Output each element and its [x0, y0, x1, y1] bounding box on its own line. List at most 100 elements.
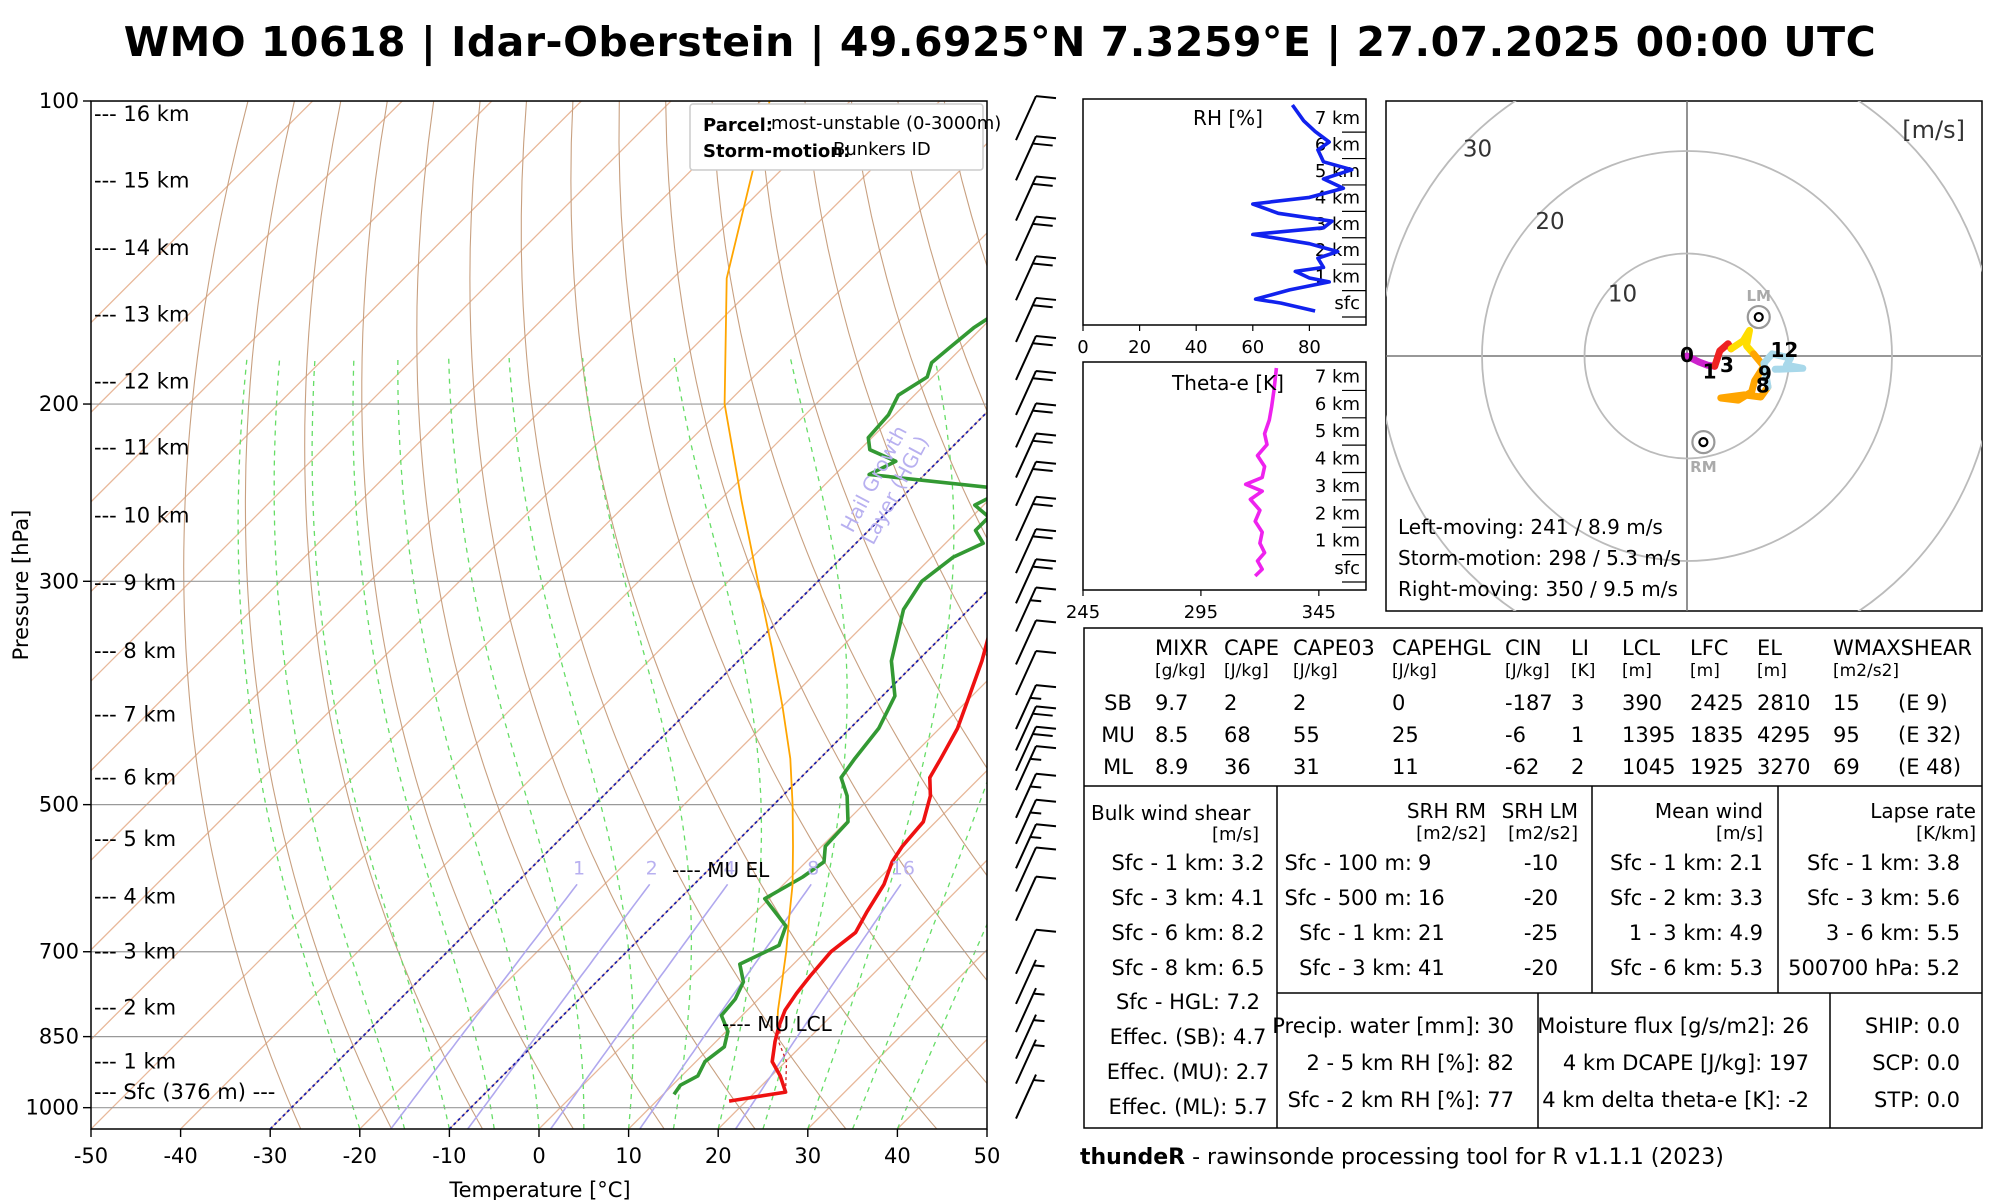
hgl-bound-line — [448, 590, 987, 1129]
height-marker-label: --- 3 km — [94, 940, 176, 964]
composite-index-rows: SHIP: 0.0 SCP: 0.0 STP: 0.0 — [1865, 1014, 1960, 1112]
moisture-row: Sfc - 2 km RH [%]: 77 — [1288, 1088, 1514, 1112]
x-tick-label: 30 — [794, 1144, 821, 1168]
wind-barb — [1015, 846, 1057, 892]
srh-lm-title: SRH LM — [1502, 799, 1578, 823]
mixing-ratio-line — [390, 883, 578, 1129]
x-tick-label: 10 — [615, 1144, 642, 1168]
moist-adiabat-line — [851, 780, 987, 1129]
parcel-header: CIN — [1505, 636, 1542, 660]
parcel-cell: 1045 — [1622, 755, 1675, 779]
x-tick-label: -20 — [343, 1144, 377, 1168]
parcel-cell: 31 — [1293, 755, 1320, 779]
hodograph-ring-label: 30 — [1463, 137, 1492, 163]
wind-barb — [1015, 255, 1057, 301]
y-tick-label: 300 — [39, 569, 79, 593]
mean-wind-row: 1 - 3 km: 4.9 — [1629, 921, 1763, 945]
wind-barb — [1015, 1074, 1045, 1120]
wind-barb — [1015, 586, 1057, 632]
parcel-cell: 2810 — [1757, 691, 1810, 715]
wind-barb — [1015, 959, 1045, 1005]
srh-lm-value: -20 — [1524, 886, 1558, 910]
height-marker-label: --- 14 km — [94, 236, 189, 260]
skewt-height-markers: --- 16 km --- 15 km --- 14 km --- 13 km --- … — [94, 102, 275, 1104]
x-tick-label: 0 — [532, 1144, 545, 1168]
parcel-header: MIXR — [1155, 636, 1208, 660]
mixing-ratio-line — [549, 883, 729, 1129]
parcel-cell: 11 — [1392, 755, 1419, 779]
lapse-rate-row: 3 - 6 km: 5.5 — [1826, 921, 1960, 945]
storm-motion-marker — [1746, 304, 1771, 330]
height-marker-label: --- 7 km — [94, 703, 176, 727]
srh-row-label: Sfc - 100 m: — [1285, 851, 1413, 875]
series-virtual-temperature — [777, 1025, 788, 1093]
srh-lm-unit: [m2/s2] — [1508, 823, 1578, 844]
srh-rm-title: SRH RM — [1407, 799, 1486, 823]
parcel-unit: [g/kg] — [1155, 661, 1205, 681]
height-tick-label: 1 km — [1315, 531, 1360, 552]
parcel-cell: 8.9 — [1155, 755, 1188, 779]
wind-barb — [1015, 823, 1057, 869]
parcel-header: CAPEHGL — [1392, 636, 1491, 660]
srh-row-label: Sfc - 1 km: — [1299, 921, 1412, 945]
page-title: WMO 10618 | Idar-Oberstein | 49.6925°N 7… — [123, 18, 1877, 66]
series-temperature — [728, 635, 987, 1103]
skewt-xlabel: Temperature [°C] — [448, 1178, 630, 1200]
parcel-cell: 55 — [1293, 723, 1320, 747]
height-tick-label: 3 km — [1315, 214, 1360, 235]
hodograph-height-label: 12 — [1770, 338, 1798, 362]
srh-rm-value: 9 — [1418, 851, 1431, 875]
skewt-ylabel: Pressure [hPa] — [9, 510, 33, 661]
height-tick-label: 2 km — [1315, 503, 1360, 524]
parcel-cell: 69 — [1833, 755, 1860, 779]
height-marker-label: --- 4 km — [94, 885, 176, 909]
parcel-cell: 1835 — [1690, 723, 1743, 747]
dry-adiabat-line — [804, 101, 987, 658]
parcel-cell: 4295 — [1757, 723, 1810, 747]
composite-index-row: SHIP: 0.0 — [1865, 1014, 1960, 1038]
hodograph-segment — [1717, 350, 1772, 404]
parcel-cell: -187 — [1505, 691, 1553, 715]
parcel-unit: [J/kg] — [1224, 661, 1269, 681]
lapse-rate-title: Lapse rate — [1870, 799, 1976, 823]
wind-barb — [1015, 558, 1057, 604]
profile-line — [1243, 367, 1279, 578]
x-tick-label: 40 — [1185, 337, 1208, 358]
profile-line — [1251, 103, 1354, 313]
parcel-cell: 8.5 — [1155, 723, 1188, 747]
wind-barb — [1015, 296, 1057, 343]
bulk-shear-rows: Sfc - 1 km: 3.2 Sfc - 3 km: 4.1 Sfc - 6 km… — [1107, 851, 1270, 1119]
parcel-table: MIXR[g/kg]CAPE[J/kg]CAPE03[J/kg]CAPEHGL[… — [1083, 627, 1983, 1129]
wind-barb — [1015, 334, 1057, 381]
mixing-ratio-line — [734, 883, 902, 1129]
height-tick-label: 7 km — [1315, 366, 1360, 387]
y-tick-label: 100 — [39, 89, 79, 113]
wind-barb — [1015, 369, 1057, 416]
parcel-unit: [m] — [1622, 661, 1652, 681]
bulk-shear-row: Sfc - HGL: 7.2 — [1116, 990, 1260, 1014]
parcel-cell: 36 — [1224, 755, 1251, 779]
hodograph-height-label: 3 — [1720, 353, 1734, 377]
dry-adiabat-line — [570, 101, 938, 1129]
footer-brand: thundeR — [1080, 1145, 1186, 1170]
rh-line-group — [1251, 103, 1354, 313]
footer-text: - rawinsonde processing tool for R v1.1.… — [1185, 1145, 1724, 1170]
isotherm-line — [538, 680, 987, 1129]
height-marker-label: --- 2 km — [94, 995, 176, 1019]
parcel-cell: 9.7 — [1155, 691, 1188, 715]
srh-row-label: Sfc - 500 m: — [1285, 886, 1413, 910]
hodograph-segment — [1683, 352, 1719, 370]
dry-adiabat-line — [520, 101, 847, 1129]
rh-x-axis: 0 20 40 60 80 — [1077, 325, 1321, 358]
mean-wind-unit: [m/s] — [1716, 823, 1763, 844]
x-tick-label: 20 — [1128, 337, 1151, 358]
parcel-header: WMAXSHEAR — [1833, 636, 1972, 660]
x-tick-label: -50 — [74, 1144, 108, 1168]
x-tick-label: -10 — [432, 1144, 466, 1168]
moisture-flux-row: 4 km delta theta-e [K]: -2 — [1542, 1088, 1809, 1112]
wind-barb — [1015, 135, 1057, 181]
storm-motion-marker — [1691, 430, 1716, 455]
parcel-cell: -6 — [1505, 723, 1526, 747]
